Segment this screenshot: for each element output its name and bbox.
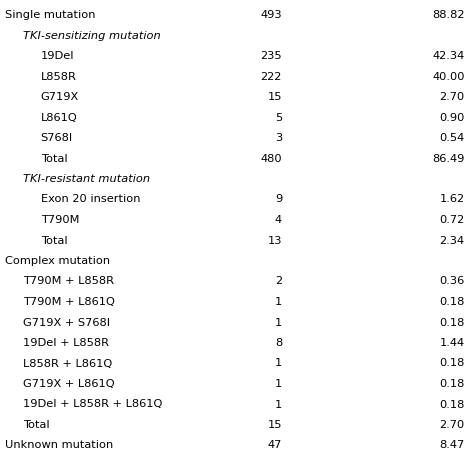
Text: 1: 1	[275, 297, 282, 307]
Text: 1.44: 1.44	[439, 338, 465, 348]
Text: L858R: L858R	[41, 72, 77, 82]
Text: L858R + L861Q: L858R + L861Q	[23, 358, 112, 368]
Text: 8.47: 8.47	[439, 440, 465, 450]
Text: 1: 1	[275, 379, 282, 389]
Text: 86.49: 86.49	[432, 154, 465, 164]
Text: 0.18: 0.18	[439, 358, 465, 368]
Text: 19Del + L858R + L861Q: 19Del + L858R + L861Q	[23, 400, 162, 410]
Text: 2.34: 2.34	[439, 236, 465, 246]
Text: 1: 1	[275, 318, 282, 328]
Text: 19Del + L858R: 19Del + L858R	[23, 338, 109, 348]
Text: Single mutation: Single mutation	[5, 10, 95, 20]
Text: 0.18: 0.18	[439, 379, 465, 389]
Text: 9: 9	[275, 194, 282, 204]
Text: 1: 1	[275, 400, 282, 410]
Text: 2: 2	[275, 276, 282, 286]
Text: G719X + L861Q: G719X + L861Q	[23, 379, 114, 389]
Text: 8: 8	[275, 338, 282, 348]
Text: TKI-sensitizing mutation: TKI-sensitizing mutation	[23, 30, 161, 40]
Text: 19Del: 19Del	[41, 51, 74, 61]
Text: G719X: G719X	[41, 92, 79, 102]
Text: 1: 1	[275, 358, 282, 368]
Text: Exon 20 insertion: Exon 20 insertion	[41, 194, 140, 204]
Text: S768I: S768I	[41, 133, 73, 143]
Text: 15: 15	[267, 420, 282, 430]
Text: 235: 235	[260, 51, 282, 61]
Text: Complex mutation: Complex mutation	[5, 256, 110, 266]
Text: 2.70: 2.70	[439, 92, 465, 102]
Text: 88.82: 88.82	[432, 10, 465, 20]
Text: TKI-resistant mutation: TKI-resistant mutation	[23, 174, 150, 184]
Text: G719X + S768I: G719X + S768I	[23, 318, 110, 328]
Text: 47: 47	[268, 440, 282, 450]
Text: 480: 480	[260, 154, 282, 164]
Text: 0.18: 0.18	[439, 400, 465, 410]
Text: 3: 3	[275, 133, 282, 143]
Text: Unknown mutation: Unknown mutation	[5, 440, 113, 450]
Text: 2.70: 2.70	[439, 420, 465, 430]
Text: 0.18: 0.18	[439, 318, 465, 328]
Text: 40.00: 40.00	[432, 72, 465, 82]
Text: L861Q: L861Q	[41, 112, 77, 122]
Text: 5: 5	[275, 112, 282, 122]
Text: 4: 4	[275, 215, 282, 225]
Text: T790M + L861Q: T790M + L861Q	[23, 297, 115, 307]
Text: Total: Total	[41, 154, 67, 164]
Text: 42.34: 42.34	[432, 51, 465, 61]
Text: T790M + L858R: T790M + L858R	[23, 276, 114, 286]
Text: Total: Total	[41, 236, 67, 246]
Text: 0.36: 0.36	[439, 276, 465, 286]
Text: 0.54: 0.54	[439, 133, 465, 143]
Text: T790M: T790M	[41, 215, 79, 225]
Text: 1.62: 1.62	[439, 194, 465, 204]
Text: 222: 222	[261, 72, 282, 82]
Text: Total: Total	[23, 420, 49, 430]
Text: 0.90: 0.90	[439, 112, 465, 122]
Text: 493: 493	[260, 10, 282, 20]
Text: 0.18: 0.18	[439, 297, 465, 307]
Text: 13: 13	[267, 236, 282, 246]
Text: 15: 15	[267, 92, 282, 102]
Text: 0.72: 0.72	[439, 215, 465, 225]
